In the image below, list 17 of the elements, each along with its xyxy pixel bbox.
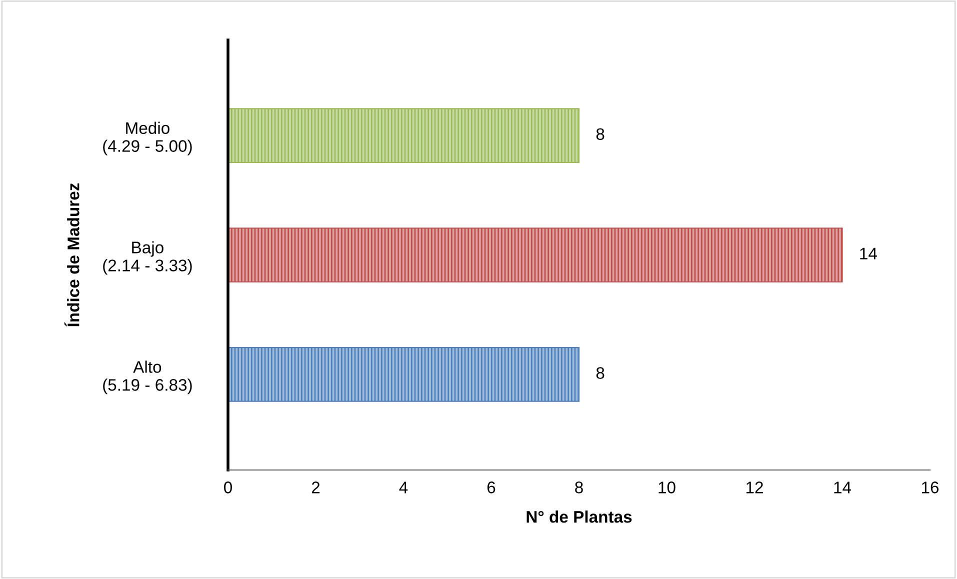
y-tick-label: Bajo (2.14 - 3.33): [103, 241, 192, 275]
data-label: 8: [596, 128, 604, 140]
x-axis-title: N° de Plantas: [526, 510, 632, 523]
data-label: 8: [596, 367, 604, 379]
x-tick-label: 10: [658, 482, 676, 494]
x-tick-label: 2: [312, 482, 320, 494]
y-tick-label: Medio (4.29 - 5.00): [103, 122, 192, 156]
y-axis-title: Índice de Madurez: [64, 183, 80, 326]
x-tick-label: 0: [224, 482, 232, 494]
x-tick-label: 4: [399, 482, 408, 494]
y-tick-label: Alto (5.19 - 6.83): [103, 360, 192, 394]
x-tick-label: 12: [746, 482, 763, 494]
x-tick-label: 16: [922, 482, 939, 494]
x-tick-label: 14: [834, 482, 852, 494]
data-label: 14: [860, 248, 877, 260]
x-tick-label: 6: [487, 482, 496, 494]
x-tick-label: 8: [575, 482, 583, 494]
